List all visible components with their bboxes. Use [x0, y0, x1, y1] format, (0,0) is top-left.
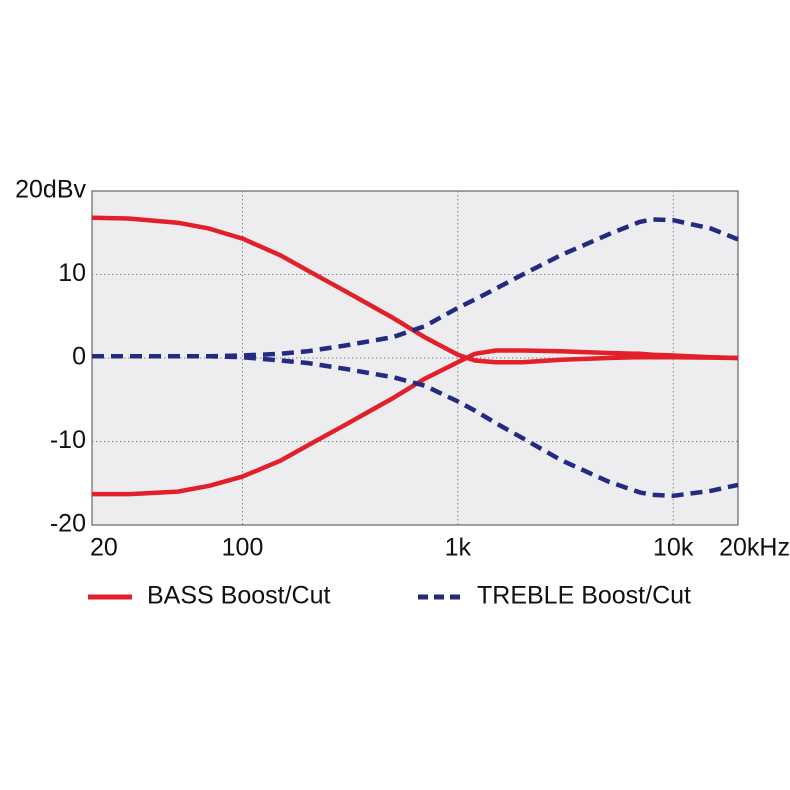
- x-tick-label: 100: [222, 534, 264, 562]
- x-tick-label: 1k: [445, 534, 472, 562]
- x-tick-label: 20: [90, 534, 118, 562]
- series-line: [92, 348, 739, 497]
- x-tick-label: 10k: [653, 534, 694, 562]
- series-line: [91, 215, 739, 365]
- x-tick-label: 20kHz: [719, 534, 790, 562]
- y-tick-label: 20dBv: [15, 176, 86, 204]
- series-line: [92, 354, 739, 499]
- legend-label: TREBLE Boost/Cut: [477, 582, 691, 610]
- y-tick-label: -10: [50, 426, 86, 454]
- y-tick-label: -20: [50, 510, 86, 538]
- y-tick-label: 10: [58, 259, 86, 287]
- y-tick-label: 0: [72, 343, 86, 371]
- legend-label: BASS Boost/Cut: [147, 582, 330, 610]
